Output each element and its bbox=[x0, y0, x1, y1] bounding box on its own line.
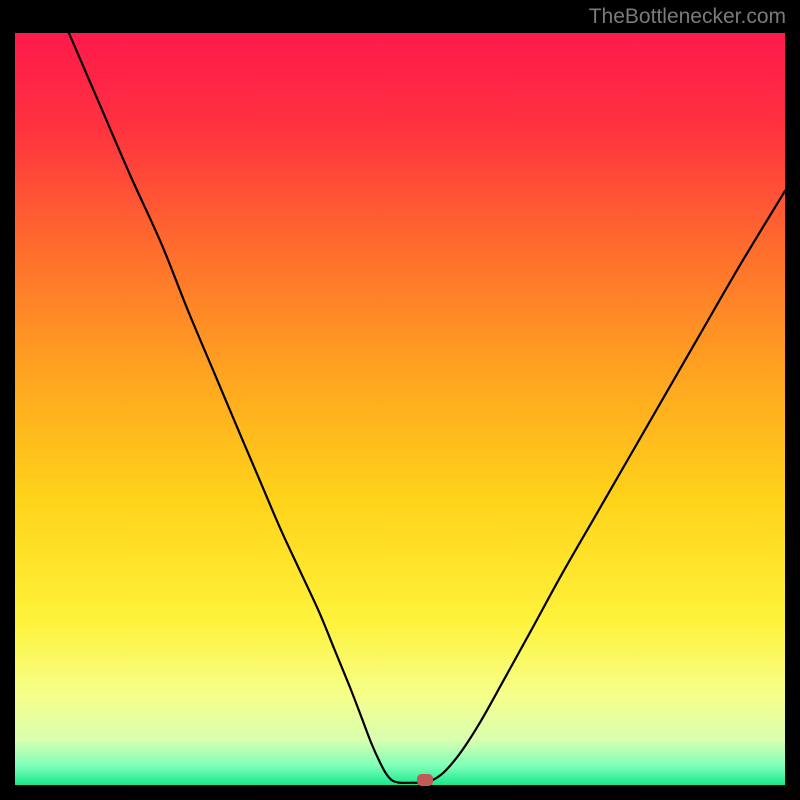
optimum-marker bbox=[417, 774, 432, 785]
bottleneck-curve-path bbox=[69, 33, 785, 783]
watermark-text: TheBottlenecker.com bbox=[589, 5, 786, 29]
bottleneck-curve bbox=[15, 33, 785, 785]
chart-frame: TheBottlenecker.com bbox=[0, 0, 800, 800]
plot-area bbox=[15, 33, 785, 785]
